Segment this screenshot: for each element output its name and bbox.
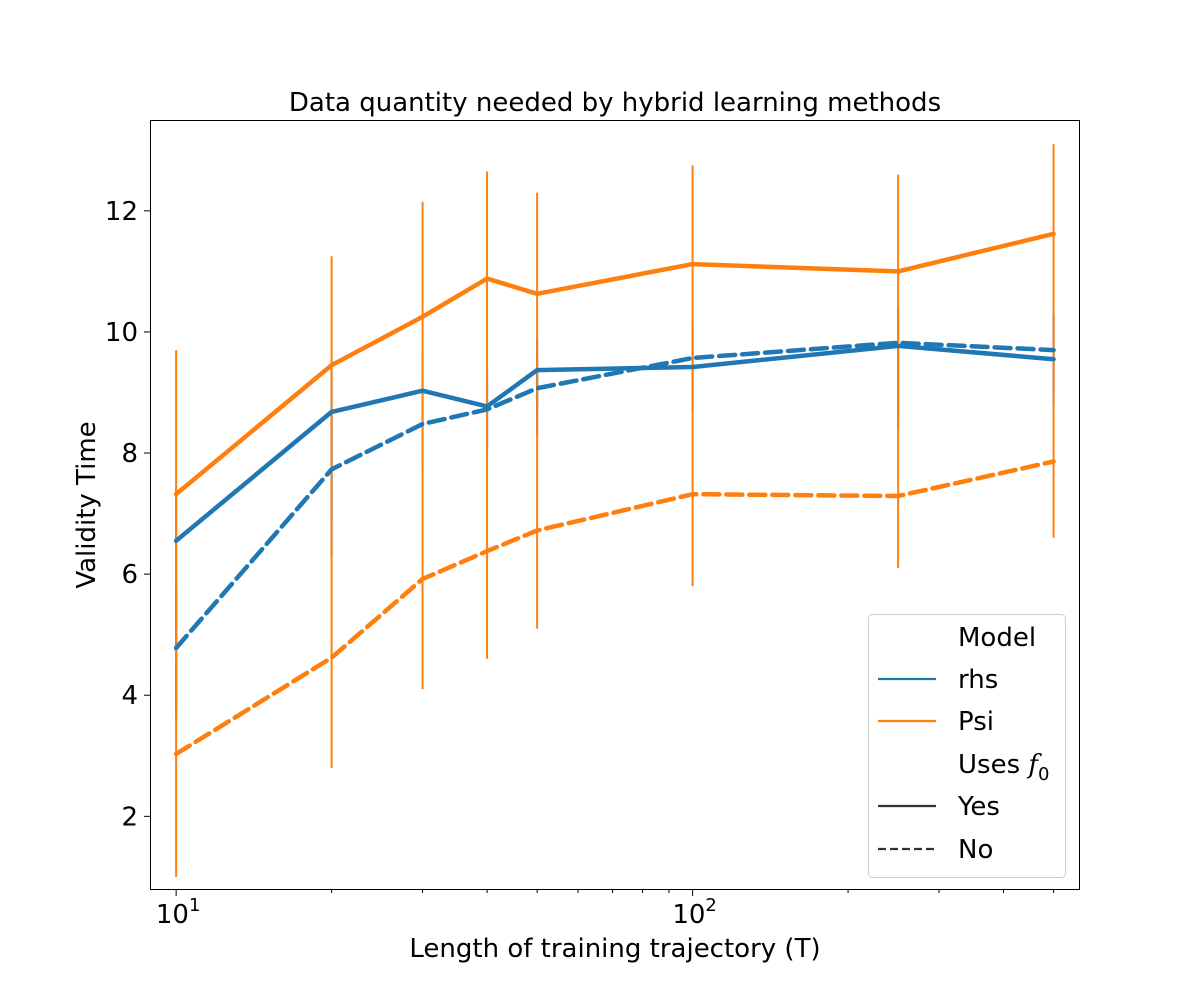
plot-area	[173, 144, 1056, 877]
x-tick-label: 102	[672, 895, 717, 930]
x-axis-label: Length of training trajectory (T)	[409, 934, 820, 964]
series-line-rhs-yes	[173, 343, 1056, 544]
y-tick-label: 6	[121, 560, 138, 590]
legend-header-subscript: 0	[1038, 764, 1049, 785]
x-tick-label-base: 10	[672, 900, 705, 930]
x-tick-label-base: 10	[156, 900, 189, 930]
legend-header-uses-f0: Uses f0	[958, 750, 1049, 785]
legend-frame	[868, 614, 1066, 878]
x-tick-label: 101	[156, 895, 201, 930]
legend-header-model: Model	[958, 623, 1036, 653]
legend-label-psi: Psi	[958, 707, 994, 737]
legend-label-rhs: rhs	[958, 665, 998, 695]
y-tick-label: 4	[121, 681, 138, 711]
plot-frame	[150, 120, 1080, 890]
chart-title: Data quantity needed by hybrid learning …	[289, 88, 941, 118]
y-tick-label: 2	[121, 802, 138, 832]
x-tick-label-exponent: 2	[705, 895, 716, 916]
series-line-psi-no	[173, 459, 1056, 757]
y-tick-label: 12	[105, 197, 138, 227]
y-axis-label: Validity Time	[72, 421, 102, 588]
legend: Model rhs Psi Uses f0 Yes No	[868, 614, 1066, 878]
y-tick-label: 8	[121, 439, 138, 469]
x-tick-label-exponent: 1	[189, 895, 200, 916]
legend-header-uses-text: Uses	[958, 750, 1028, 780]
legend-label-no: No	[958, 835, 993, 865]
y-tick-label: 10	[105, 318, 138, 348]
series-line-rhs-no	[173, 340, 1056, 651]
legend-label-yes: Yes	[957, 792, 1000, 822]
series-line-psi-yes	[173, 231, 1056, 497]
